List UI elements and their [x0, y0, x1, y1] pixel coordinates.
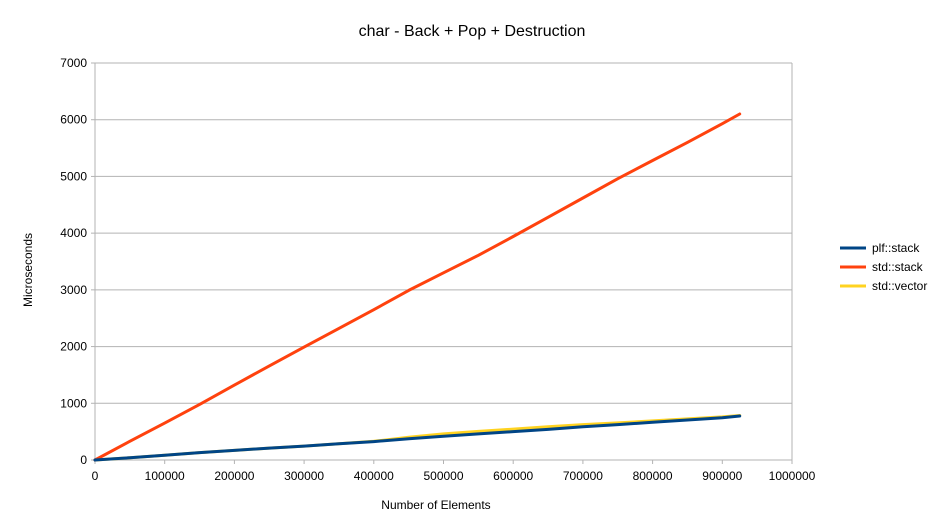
x-tick-label: 0 — [92, 469, 99, 483]
axes — [91, 62, 793, 464]
y-tick-label: 2000 — [60, 340, 87, 354]
y-tick-label: 6000 — [60, 113, 87, 127]
x-tick-label: 200000 — [214, 469, 254, 483]
legend-label: std::stack — [872, 260, 924, 274]
y-tick-label: 4000 — [60, 226, 87, 240]
x-tick-label: 100000 — [145, 469, 185, 483]
x-tick-label: 900000 — [702, 469, 742, 483]
x-tick-label: 1000000 — [769, 469, 816, 483]
tick-labels: 0 1000 2000 3000 4000 5000 6000 7000 0 100000 2000… — [60, 56, 815, 483]
x-axis-label: Number of Elements — [381, 498, 490, 512]
x-tick-label: 500000 — [423, 469, 463, 483]
y-tick-label: 7000 — [60, 56, 87, 70]
y-axis-label: Microseconds — [21, 233, 35, 307]
x-tick-label: 700000 — [563, 469, 603, 483]
x-tick-label: 800000 — [633, 469, 673, 483]
series-lines — [93, 112, 742, 462]
legend-label: std::vector — [872, 279, 927, 293]
series-line-plf-stack — [93, 414, 742, 462]
x-tick-label: 300000 — [284, 469, 324, 483]
grid-lines — [95, 62, 793, 461]
series-line-std-stack — [93, 112, 742, 462]
y-tick-label: 1000 — [60, 396, 87, 410]
x-tick-label: 600000 — [493, 469, 533, 483]
y-tick-label: 5000 — [60, 169, 87, 183]
legend-label: plf::stack — [872, 241, 920, 255]
y-tick-label: 3000 — [60, 283, 87, 297]
y-tick-label: 0 — [80, 453, 87, 467]
x-tick-label: 400000 — [354, 469, 394, 483]
chart-title: char - Back + Pop + Destruction — [359, 23, 586, 40]
